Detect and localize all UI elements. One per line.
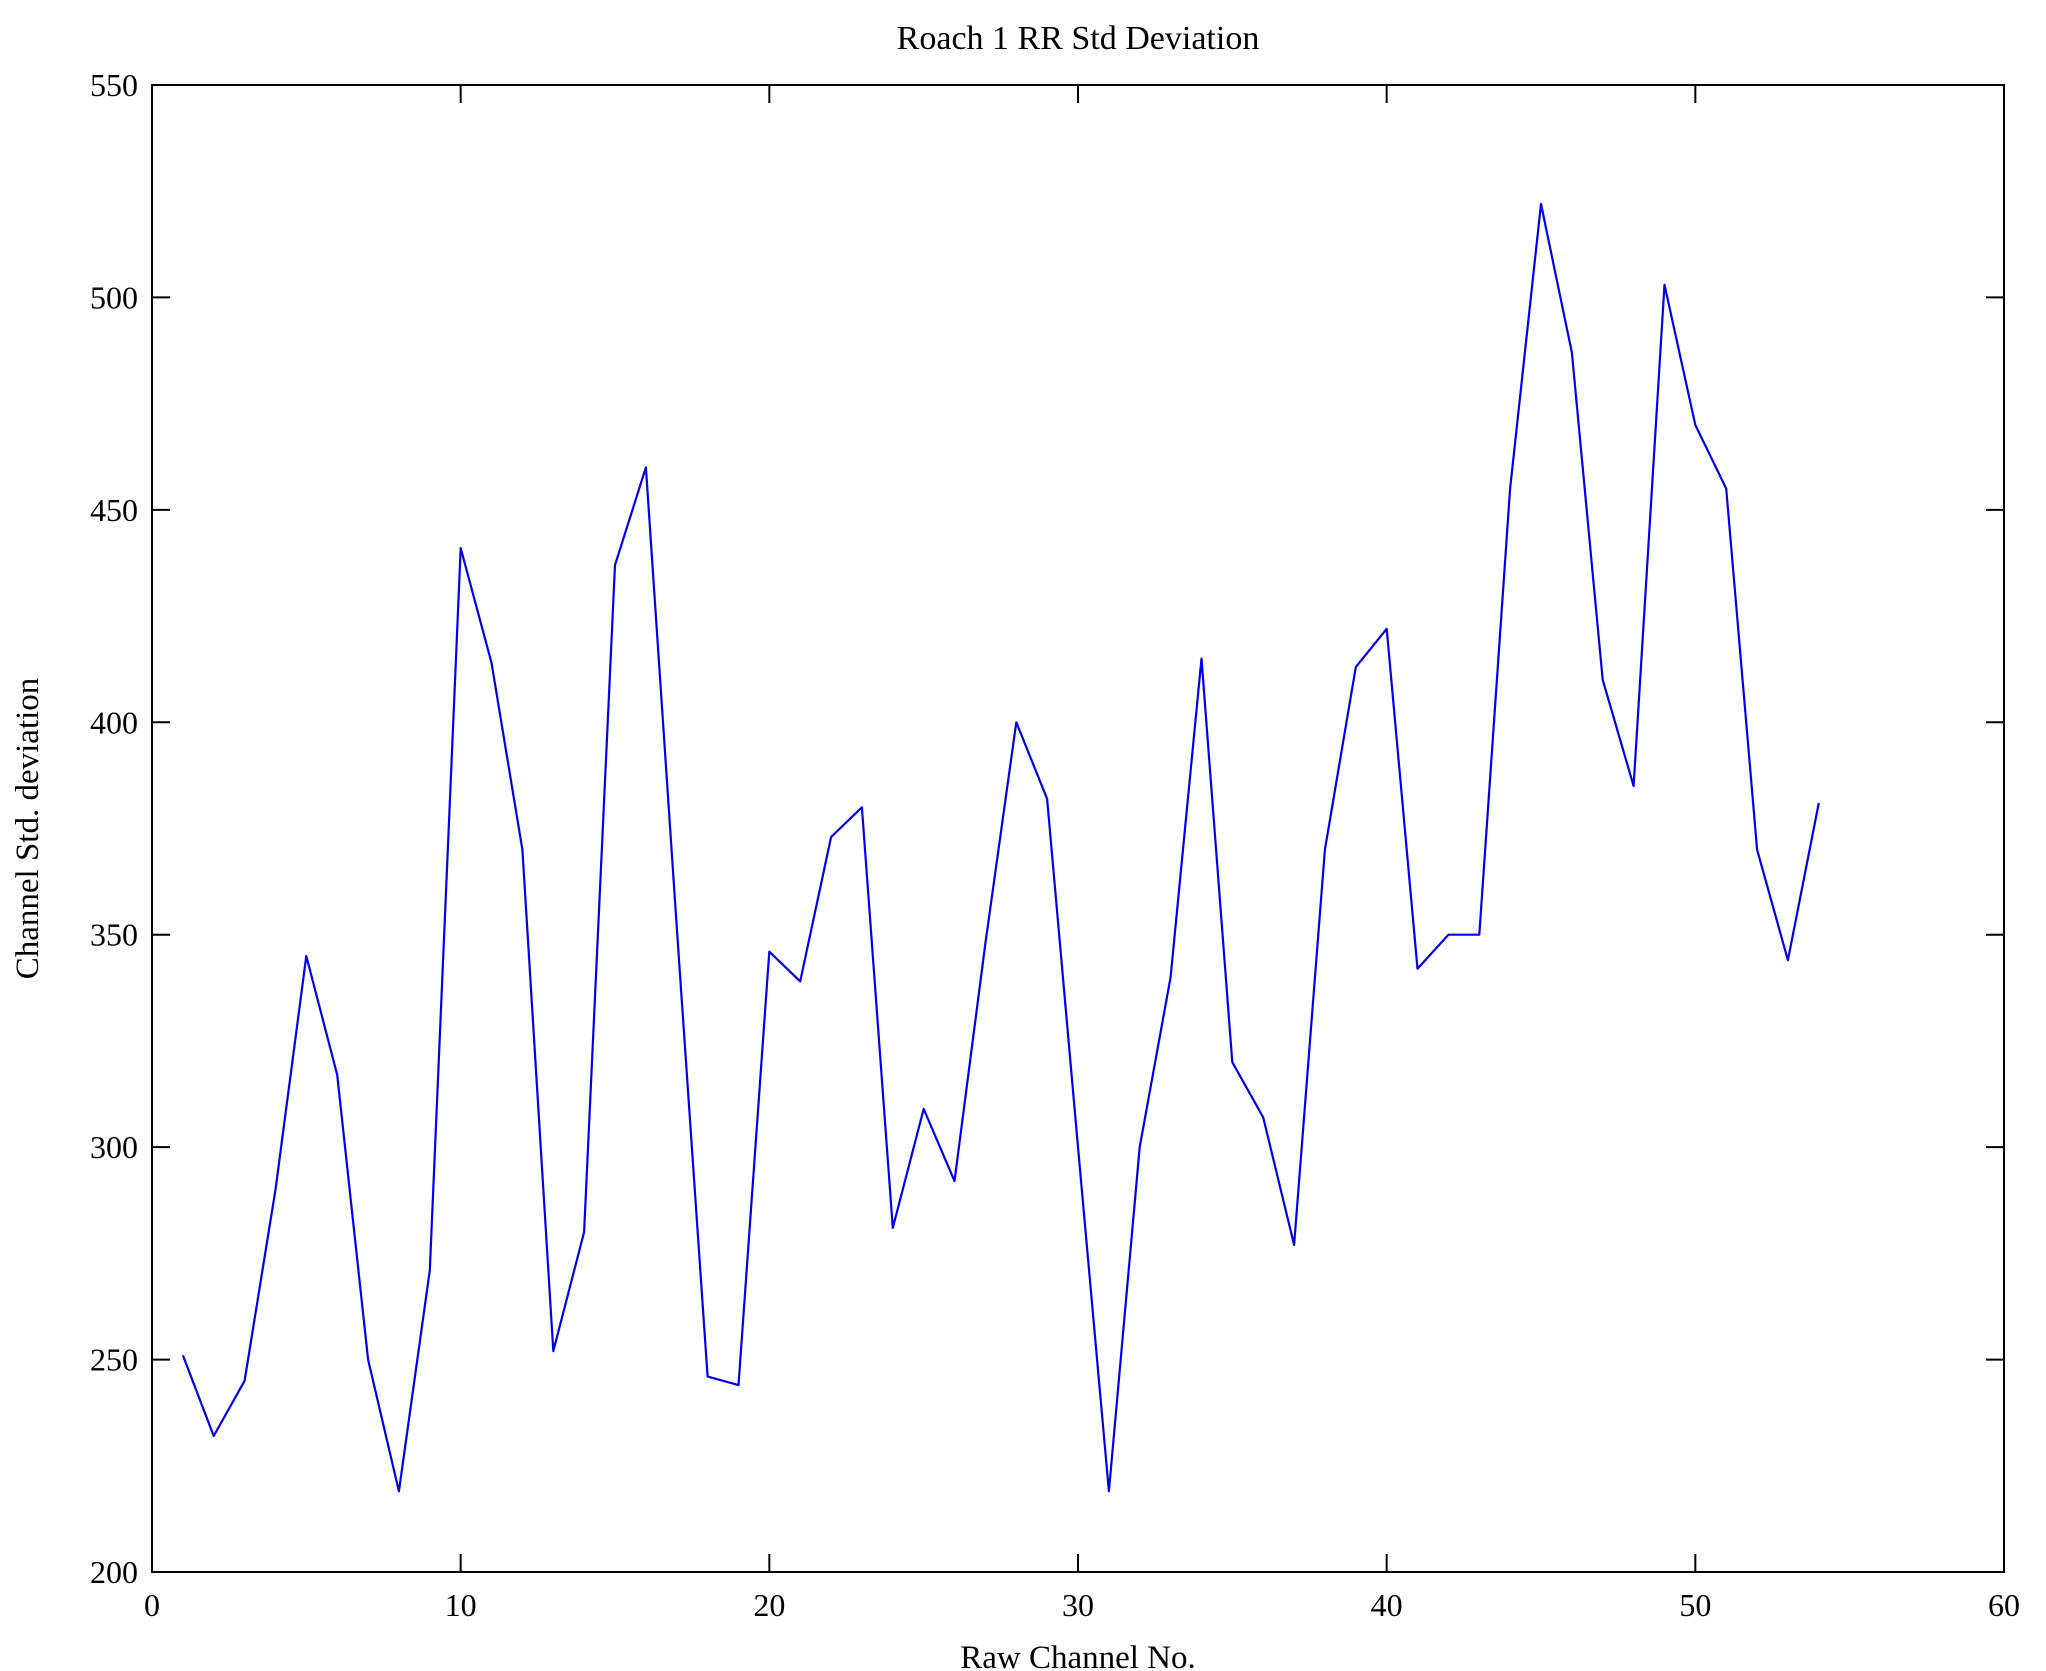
y-tick-label: 300 bbox=[90, 1129, 138, 1165]
x-tick-label: 20 bbox=[753, 1587, 785, 1623]
data-line bbox=[181, 202, 1820, 1493]
y-tick-label: 500 bbox=[90, 279, 138, 315]
x-tick-label: 10 bbox=[445, 1587, 477, 1623]
x-axis-label: Raw Channel No. bbox=[960, 1640, 1196, 1671]
x-tick-label: 40 bbox=[1371, 1587, 1403, 1623]
y-tick-label: 550 bbox=[90, 67, 138, 103]
y-tick-label: 400 bbox=[90, 704, 138, 740]
y-axis-label: Channel Std. deviation bbox=[10, 678, 46, 980]
x-tick-label: 0 bbox=[144, 1587, 160, 1623]
x-tick-label: 60 bbox=[1988, 1587, 2020, 1623]
y-tick-label: 350 bbox=[90, 917, 138, 953]
x-tick-label: 50 bbox=[1679, 1587, 1711, 1623]
y-tick-label: 250 bbox=[90, 1342, 138, 1378]
y-tick-label: 450 bbox=[90, 492, 138, 528]
y-tick-label: 200 bbox=[90, 1554, 138, 1590]
chart-title: Roach 1 RR Std Deviation bbox=[897, 20, 1260, 57]
x-tick-label: 30 bbox=[1062, 1587, 1094, 1623]
